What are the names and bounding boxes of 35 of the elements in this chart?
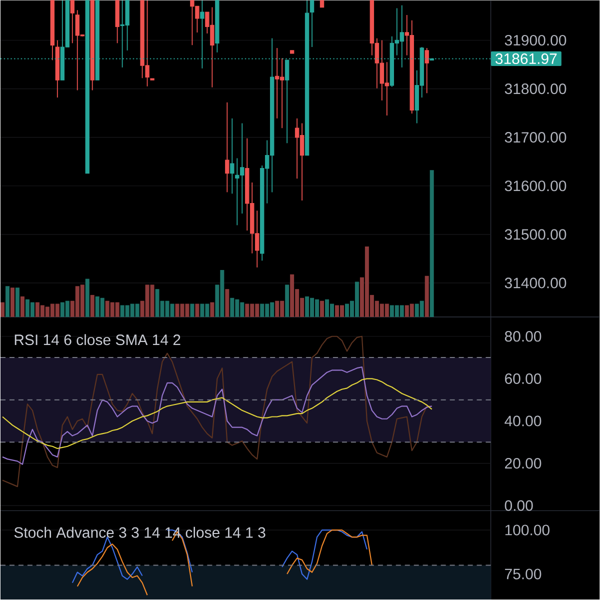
bar xyxy=(320,300,324,317)
y-tick-label: 31600.00 xyxy=(504,180,566,192)
candlestick xyxy=(310,0,314,48)
text: RSI 14 6 close SMA 14 2 xyxy=(14,334,180,346)
bar xyxy=(15,288,20,317)
y-tick-label: 40.00 xyxy=(504,416,542,426)
bar xyxy=(85,278,90,317)
bar xyxy=(20,296,24,317)
bar xyxy=(10,288,14,317)
y-tick-label: 20.00 xyxy=(505,458,542,469)
bar xyxy=(0,302,4,317)
bar xyxy=(195,304,200,317)
y-tick-label: 31900.00 xyxy=(504,34,566,46)
y-tick-label: 31800.00 xyxy=(504,84,566,94)
candlestick xyxy=(230,118,234,194)
y-tick-label: 0.00 xyxy=(504,500,533,511)
bar xyxy=(90,294,94,317)
y-tick-label: 60.00 xyxy=(505,373,542,384)
y-tick-label: 100.00 xyxy=(505,524,550,536)
candlestick xyxy=(424,48,429,94)
bar xyxy=(285,284,290,317)
candlestick xyxy=(225,102,230,193)
bar xyxy=(210,302,214,317)
y-tick-label: 75.00 xyxy=(505,568,542,580)
bar xyxy=(225,289,230,317)
y-tick-label: 80.00 xyxy=(504,331,542,342)
bar xyxy=(190,304,194,317)
bar xyxy=(430,170,434,317)
y-tick-label: 31700.00 xyxy=(504,132,566,143)
ref-line-label: 31861.97 xyxy=(496,53,557,64)
bar xyxy=(424,276,429,317)
bar xyxy=(5,286,10,317)
candlestick xyxy=(70,0,74,44)
y-tick-label: 31400.00 xyxy=(504,278,566,288)
y-tick-label: 31500.00 xyxy=(504,229,566,240)
